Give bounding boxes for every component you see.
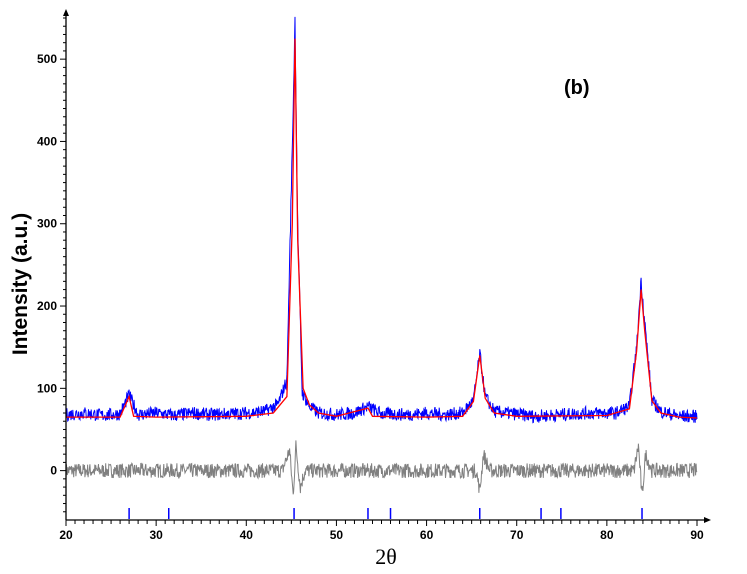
calculated-pattern-line (66, 38, 698, 419)
y-tick-label: 200 (37, 299, 57, 313)
y-tick-label: 400 (37, 134, 57, 148)
x-tick-label: 40 (240, 528, 254, 542)
difference-pattern-line (65, 440, 698, 495)
x-tick-label: 60 (420, 528, 434, 542)
y-tick-label: 300 (37, 217, 57, 231)
x-axis-arrow-icon (704, 517, 711, 523)
x-tick-label: 80 (600, 528, 614, 542)
x-tick-label: 20 (59, 528, 73, 542)
x-tick-label: 70 (510, 528, 524, 542)
x-tick-label: 50 (330, 528, 344, 542)
y-tick-label: 0 (50, 464, 57, 478)
x-tick-label: 30 (149, 528, 163, 542)
x-axis-label: 2θ (375, 544, 397, 569)
panel-annotation: (b) (564, 77, 590, 99)
y-tick-label: 500 (37, 52, 57, 66)
y-tick-label: 100 (37, 381, 57, 395)
y-axis-label: Intensity (a.u.) (9, 213, 32, 355)
x-tick-label: 90 (690, 528, 704, 542)
y-axis-arrow-icon (63, 9, 69, 16)
observed-pattern-line (65, 16, 698, 424)
